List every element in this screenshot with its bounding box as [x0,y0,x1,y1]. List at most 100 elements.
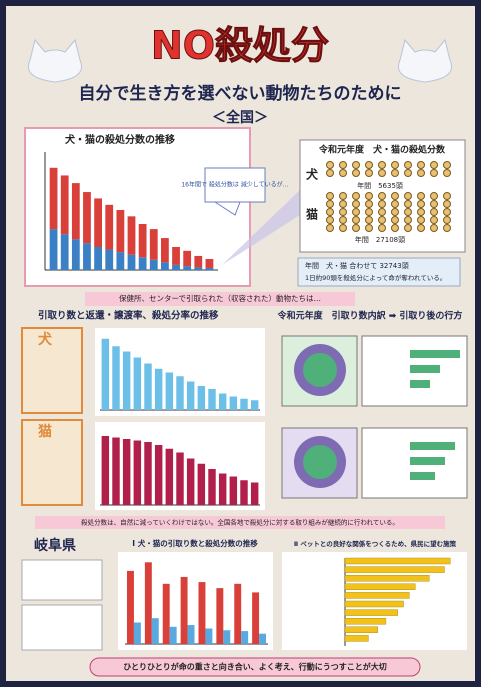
bar [345,627,378,633]
animal-icon [431,193,438,200]
animal-icon [444,225,451,232]
bar-segment [194,256,202,268]
bar [163,584,170,644]
bar-segment [128,255,136,270]
animal-icon [366,217,373,224]
national-note: 16年間で 殺処分数は 減少しているが… [181,181,288,189]
trend-cat-label: 猫 [38,423,52,440]
bar [134,358,141,411]
bar-segment [150,260,158,270]
bar-segment [61,234,69,270]
animal-icon [418,225,425,232]
animal-icon [340,209,347,216]
animal-icon [392,170,399,177]
animal-icon [366,193,373,200]
bar [166,449,173,505]
bar-segment [72,239,80,270]
bar-segment [105,250,113,270]
animal-icon [444,193,451,200]
bar [251,483,258,506]
breakdown-title: 令和元年度 引取り数内訳 ➡ 引取り後の行方 [277,310,463,322]
bar [345,567,444,573]
bar [102,436,109,505]
animal-icon [431,201,438,208]
policy-title: Ⅱ ペットとの良好な関係をつくるため、県民に望む施策 [294,539,457,548]
bar [181,577,188,644]
animal-icon [405,193,412,200]
bar-segment [161,262,169,270]
bar [170,627,177,644]
bar [345,584,415,590]
animal-icon [405,209,412,216]
animal-icon [444,201,451,208]
animal-icon [366,209,373,216]
animal-icon [366,201,373,208]
bar-segment [116,210,124,252]
animal-icon [353,162,360,169]
animal-icon [340,217,347,224]
animal-icon [405,162,412,169]
bar [152,618,159,644]
bar-segment [50,229,58,270]
bar-segment [183,251,191,266]
animal-icon [444,217,451,224]
bar-segment [105,205,113,250]
cat-total: 年間 27108頭 [355,235,405,244]
bar [176,376,183,410]
animal-icon [418,201,425,208]
animal-icon [431,225,438,232]
bar [144,442,151,505]
bar [188,625,195,644]
strip-2-text: 殺処分数は、自然に減っていくわけではない。全国各地で殺処分に対する取り組みが継続… [81,518,399,527]
bar [219,394,226,411]
bar-segment [206,268,214,270]
bar [199,582,206,644]
animal-icon [353,193,360,200]
animal-icon [418,170,425,177]
cat-label: 猫 [306,207,318,222]
bar [345,618,386,624]
animal-icon [392,217,399,224]
animal-icon [431,217,438,224]
bar [145,562,152,644]
bar [345,558,450,564]
bar [208,469,215,505]
bar [208,389,215,410]
bar [127,571,134,644]
bar [205,629,212,644]
animal-icon [405,225,412,232]
animal-icon [340,193,347,200]
bar [155,369,162,410]
animal-icon [431,162,438,169]
animal-icon [379,162,386,169]
strip-1-text: 保健所、センターで引取られた（収容された）動物たちは… [119,293,321,303]
bar-segment [172,247,180,265]
bar [187,459,194,506]
dog-side-box [22,328,82,413]
bar-segment [94,247,102,270]
summary-2: 1日約90頭を殺処分によって命が奪われている。 [305,273,446,282]
bar-segment [61,175,69,234]
bar-segment [72,183,80,239]
animal-icon [405,170,412,177]
bar-segment [183,266,191,270]
bar [198,386,205,410]
bar [345,575,429,581]
bar [198,464,205,505]
bar-segment [150,229,158,260]
animal-icon [366,225,373,232]
animal-icon [353,217,360,224]
dog-label: 犬 [306,167,319,182]
bar [112,438,119,506]
bar [345,610,398,616]
bar-segment [139,224,147,257]
animal-icon [327,170,334,177]
bar [123,352,130,411]
animal-icon [327,162,334,169]
animal-icon [327,217,334,224]
animal-icon [327,209,334,216]
subtitle: 自分で生き方を選べない動物たちのために [79,83,402,104]
bar [219,474,226,506]
bar [144,364,151,411]
bar [187,382,194,411]
